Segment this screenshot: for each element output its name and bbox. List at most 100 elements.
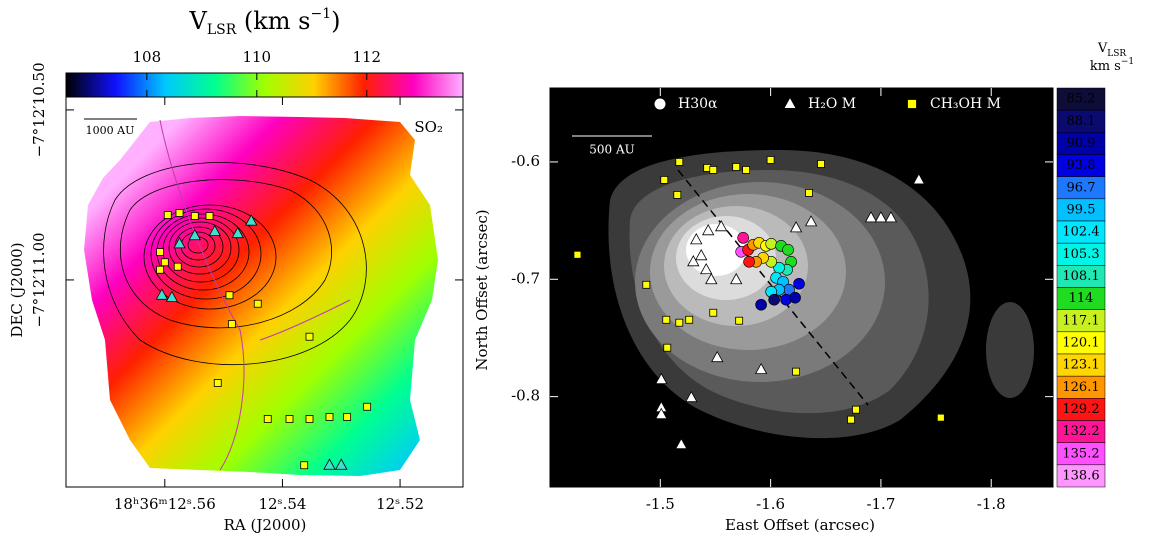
- colorbar-label: 96.7: [1067, 180, 1096, 195]
- legend-marker: [907, 99, 917, 109]
- square-marker: [817, 160, 825, 168]
- circle-marker: [743, 255, 755, 268]
- square-marker: [343, 413, 352, 421]
- legend-marker: [654, 98, 666, 110]
- square-marker: [305, 332, 314, 341]
- colorbar-label: 123.1: [1062, 358, 1099, 373]
- velocity-map: [84, 116, 438, 476]
- colorbar-title: km s−1: [1090, 57, 1134, 74]
- triangle-marker: [700, 262, 713, 275]
- map-field: [84, 116, 438, 476]
- colorbar-label: 114: [1069, 291, 1094, 306]
- x-tick-label: -1.7: [866, 495, 895, 513]
- colorbar: [65, 72, 464, 98]
- square-marker: [662, 315, 671, 324]
- square-marker: [709, 308, 718, 317]
- square-marker: [205, 212, 214, 220]
- colorbar-label: 93.8: [1067, 158, 1096, 173]
- colorbar-label: 135.2: [1062, 446, 1099, 461]
- title-part: LSR: [1107, 49, 1126, 59]
- square-marker: [163, 211, 172, 219]
- colorbar-label: 129.2: [1062, 402, 1099, 417]
- square-marker: [709, 166, 718, 174]
- triangle-marker: [208, 224, 221, 237]
- boundary-line: [159, 119, 351, 471]
- square-marker: [852, 405, 860, 414]
- colorbar-label: 126.1: [1062, 380, 1099, 395]
- colorbar-label: 108.1: [1062, 269, 1099, 284]
- colorbar-tick-label: 108: [133, 48, 162, 66]
- square-marker: [173, 262, 182, 271]
- triangle-marker: [730, 272, 743, 285]
- x-tick-label: -1.8: [977, 495, 1006, 513]
- triangle-marker: [655, 372, 668, 385]
- circle-marker: [768, 293, 780, 306]
- dashed-line: [677, 169, 869, 406]
- colorbar-title: VLSR (km s−1): [188, 6, 340, 38]
- title-part: −1: [1121, 57, 1134, 67]
- y-tick-label: -0.8: [511, 387, 540, 405]
- triangle-marker: [702, 223, 715, 236]
- square-marker: [253, 299, 262, 308]
- x-tick-label: -1.6: [756, 495, 785, 513]
- square-marker: [792, 367, 800, 376]
- title-part: V: [188, 7, 207, 35]
- circle-marker: [789, 291, 801, 304]
- x-tick-label: 12ˢ.54: [258, 495, 306, 513]
- triangle-marker: [754, 362, 768, 375]
- triangle-marker: [155, 288, 169, 300]
- colorbar-tick-label: 110: [242, 48, 271, 66]
- square-marker: [213, 379, 222, 387]
- triangle-marker: [231, 226, 244, 239]
- colorbar-label: 120.1: [1062, 335, 1099, 350]
- colorbar-label: 102.4: [1062, 225, 1099, 240]
- colorbar-title: VLSR: [1097, 41, 1127, 59]
- square-marker: [675, 318, 684, 327]
- colorbar-label: 88.1: [1067, 114, 1096, 129]
- square-marker: [660, 175, 669, 184]
- colorbar-cell: [1056, 464, 1106, 488]
- colorbar-label: 99.5: [1067, 202, 1096, 217]
- square-marker: [732, 163, 741, 171]
- triangle-marker: [675, 437, 688, 450]
- square-marker: [263, 415, 272, 423]
- title-part: −1: [311, 6, 332, 22]
- triangle-marker: [687, 254, 700, 267]
- colorbar-tick-label: 112: [352, 48, 381, 66]
- colorbar-label: 117.1: [1062, 313, 1099, 328]
- triangle-marker: [695, 248, 708, 261]
- triangle-marker: [804, 215, 818, 227]
- square-marker: [363, 402, 372, 411]
- circle-marker: [765, 238, 777, 250]
- square-marker: [673, 191, 682, 199]
- square-marker: [805, 189, 813, 197]
- circle-marker: [755, 298, 767, 311]
- square-marker: [936, 413, 945, 422]
- title-part: (km s: [236, 7, 310, 35]
- square-marker: [663, 343, 672, 352]
- triangle-marker: [685, 390, 698, 403]
- x-tick-label: 12ˢ.52: [376, 495, 424, 513]
- square-marker: [190, 212, 199, 220]
- square-marker: [285, 415, 294, 423]
- square-marker: [573, 250, 582, 259]
- x-axis-label: East Offset (arcsec): [725, 516, 875, 534]
- title-part: ): [331, 7, 340, 35]
- colorbar-label: 132.2: [1062, 424, 1099, 439]
- map-level: [986, 302, 1034, 398]
- circle-marker: [737, 232, 749, 244]
- y-tick-label: −7°12′10.50: [30, 62, 48, 157]
- square-marker: [160, 258, 169, 267]
- title-part: km s: [1090, 59, 1121, 74]
- triangle-marker: [912, 173, 926, 185]
- square-marker: [847, 415, 855, 424]
- colorbar-label: 105.3: [1062, 247, 1099, 262]
- triangle-marker: [690, 233, 703, 245]
- triangle-marker: [711, 350, 724, 363]
- square-marker: [227, 320, 236, 329]
- title-part: V: [1097, 41, 1108, 56]
- legend-label: H₂O M: [808, 96, 856, 112]
- square-marker: [685, 315, 694, 324]
- frame: [549, 87, 1054, 488]
